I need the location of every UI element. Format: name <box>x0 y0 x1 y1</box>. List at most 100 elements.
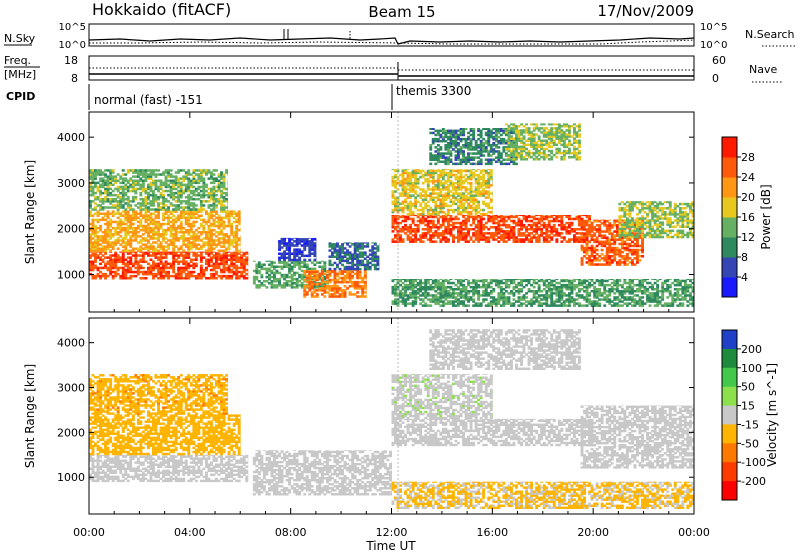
power-cell <box>104 187 107 191</box>
power-cell <box>293 273 297 277</box>
power-cell <box>436 175 440 179</box>
power-cell <box>89 189 92 193</box>
power-cell <box>542 215 546 219</box>
power-cell <box>116 210 120 213</box>
power-cell <box>230 228 234 232</box>
power-cell <box>555 137 559 140</box>
power-cell <box>353 253 357 256</box>
power-cell <box>484 158 488 161</box>
power-cell <box>210 214 213 217</box>
power-cell <box>333 276 337 280</box>
power-cell <box>184 220 188 224</box>
power-cell <box>484 150 488 153</box>
power-cell <box>147 226 150 230</box>
power-cell <box>477 160 481 163</box>
power-cell <box>431 137 435 141</box>
power-cell <box>484 128 488 130</box>
power-cell <box>172 251 176 253</box>
power-cell <box>419 212 423 216</box>
power-cell <box>114 226 118 230</box>
power-cell <box>205 193 208 197</box>
power-cell <box>447 212 450 216</box>
power-cell <box>139 183 143 187</box>
power-cell <box>222 177 226 180</box>
power-cell <box>517 151 521 155</box>
power-cell <box>159 206 163 209</box>
power-cell <box>341 257 344 260</box>
power-cell <box>101 274 105 278</box>
power-cell <box>469 186 473 189</box>
power-cell <box>575 232 579 235</box>
power-cell <box>537 149 541 153</box>
power-cell <box>353 280 357 284</box>
power-cell <box>356 253 360 256</box>
power-cell <box>404 190 407 193</box>
power-cell <box>152 228 155 232</box>
power-cell <box>441 188 445 191</box>
power-cell <box>283 240 286 243</box>
power-cell <box>532 129 536 132</box>
power-cell <box>210 212 213 215</box>
power-cell <box>237 222 241 226</box>
power-cell <box>409 208 412 212</box>
power-cell <box>547 137 551 140</box>
power-cell <box>431 223 435 227</box>
power-cell <box>101 266 105 270</box>
power-cell <box>212 220 216 224</box>
power-cell <box>313 258 317 262</box>
power-cell <box>353 263 357 267</box>
power-cell <box>104 212 107 215</box>
power-cell <box>139 260 143 263</box>
power-cell <box>222 266 226 270</box>
power-cell <box>265 267 269 271</box>
power-cell <box>391 184 395 187</box>
power-cell <box>489 169 493 171</box>
power-cell <box>174 204 178 207</box>
power-cell <box>169 187 173 191</box>
power-cell <box>404 177 407 181</box>
power-cell <box>517 228 521 231</box>
power-cell <box>368 257 372 260</box>
power-cell <box>237 216 241 220</box>
power-cell <box>409 177 412 181</box>
power-cell <box>106 243 110 246</box>
power-cell <box>527 139 531 142</box>
power-cell <box>401 210 405 214</box>
power-cell <box>237 256 241 259</box>
power-cell <box>179 214 183 217</box>
power-cell <box>492 219 496 223</box>
power-cell <box>310 248 314 251</box>
power-cell <box>308 267 312 271</box>
power-cell <box>182 241 186 244</box>
power-cell <box>348 269 352 271</box>
power-cell <box>184 177 188 180</box>
power-cell <box>477 177 481 181</box>
power-cell <box>522 238 526 241</box>
power-cell <box>189 185 193 189</box>
power-cell <box>288 267 291 271</box>
power-cell <box>172 198 176 201</box>
power-cell <box>152 252 155 255</box>
power-cell <box>89 175 92 178</box>
power-cell <box>484 238 488 241</box>
power-cell <box>149 226 153 230</box>
power-cell <box>542 147 546 151</box>
power-cell <box>222 181 226 185</box>
power-cell <box>479 194 483 197</box>
power-cell <box>194 204 198 207</box>
power-cell <box>499 215 503 219</box>
power-cell <box>411 171 415 175</box>
power-cell <box>129 252 133 255</box>
power-cell <box>449 175 453 179</box>
power-cell <box>212 189 216 193</box>
power-cell <box>363 285 367 288</box>
power-cell <box>333 282 337 286</box>
power-cell <box>202 181 206 185</box>
power-cell <box>351 259 355 263</box>
power-cell <box>104 277 107 280</box>
power-cell <box>426 173 430 177</box>
power-cell <box>525 158 528 161</box>
power-cell <box>303 278 307 282</box>
power-cell <box>494 217 498 221</box>
